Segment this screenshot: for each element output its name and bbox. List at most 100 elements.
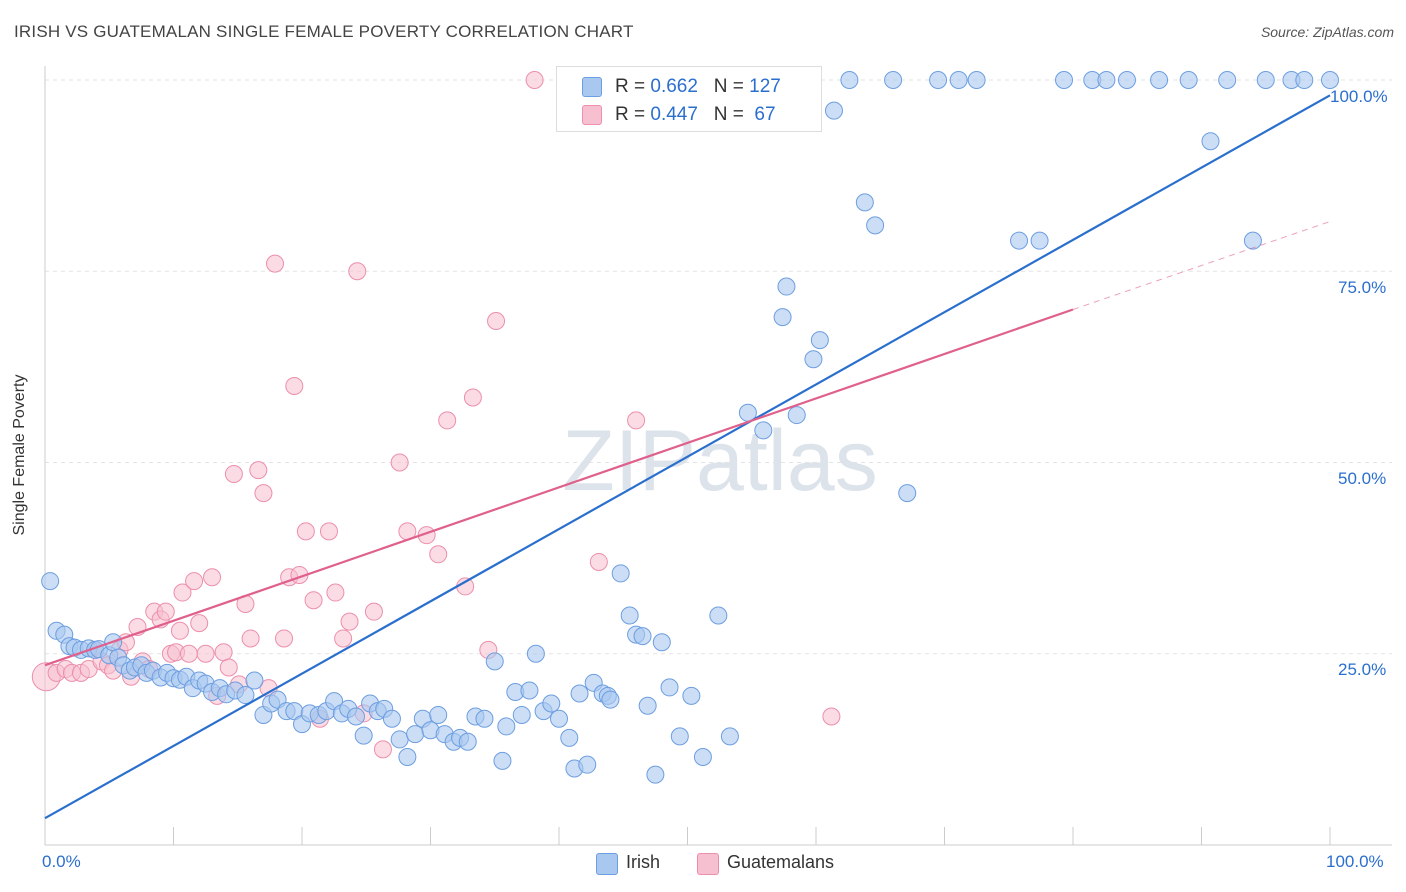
guatemalans-point: [627, 411, 646, 430]
irish-point: [1256, 71, 1275, 89]
irish-point: [1150, 71, 1169, 89]
guatemalans-points: [31, 71, 841, 759]
y-tick-50: 50.0%: [1338, 469, 1387, 488]
irish-point: [354, 726, 373, 745]
irish-point: [429, 705, 448, 724]
guatemalans-point: [438, 411, 457, 430]
guatemalans-point: [364, 602, 383, 621]
irish-legend-label: Irish: [626, 852, 661, 872]
guatemalans-point: [179, 644, 198, 663]
irish-point: [1117, 71, 1136, 89]
guatemalans-point: [249, 461, 268, 480]
guatemalans-point: [203, 568, 222, 587]
irish-points: [41, 71, 1339, 784]
irish-point: [652, 633, 671, 652]
irish-point: [1179, 71, 1198, 89]
irish-point: [406, 725, 425, 744]
grid-lines: [45, 79, 1392, 655]
guatemalans-point: [340, 612, 359, 631]
irish-point: [560, 728, 579, 747]
irish-point: [787, 406, 806, 425]
irish-point: [497, 717, 516, 736]
y-tick-25: 25.0%: [1338, 660, 1387, 679]
irish-point: [245, 671, 264, 690]
irish-n-label: N =: [713, 76, 750, 97]
irish-point: [1321, 71, 1339, 89]
guatemalans-point: [219, 658, 238, 677]
irish-legend-swatch: [596, 853, 618, 875]
guatemalans-point: [173, 583, 192, 602]
irish-point: [458, 732, 477, 751]
irish-point: [754, 421, 773, 440]
irish-point: [638, 696, 657, 715]
guatemalans-legend-label: Guatemalans: [727, 852, 835, 872]
guatemalans-point: [296, 522, 315, 541]
irish-point: [633, 627, 652, 646]
irish-point: [611, 564, 630, 583]
irish-point: [398, 748, 417, 767]
guatemalans-point: [525, 71, 544, 89]
guatemalans-swatch: [582, 105, 602, 125]
guatemalans-point: [214, 643, 233, 662]
guatemalans-point: [463, 388, 482, 407]
irish-point: [884, 71, 903, 89]
watermark: ZIPatlas: [562, 413, 877, 509]
guat-n-label: N =: [713, 104, 750, 125]
irish-point: [866, 216, 885, 235]
irish-r-label: R =: [615, 76, 651, 97]
guatemalans-trend-extension: [1072, 221, 1331, 310]
source-credit: Source: ZipAtlas.com: [1260, 24, 1394, 40]
irish-point: [493, 751, 512, 770]
irish-point: [660, 678, 679, 697]
guatemalans-legend-swatch: [697, 853, 719, 875]
irish-point: [475, 709, 494, 728]
guatemalans-point: [196, 644, 215, 663]
irish-point: [1243, 231, 1262, 250]
irish-point: [693, 748, 712, 767]
guatemalans-point: [266, 254, 285, 273]
guat-n-value: 67: [749, 104, 776, 125]
irish-point: [967, 71, 986, 89]
guatemalans-point: [822, 707, 841, 726]
guatemalans-point: [190, 614, 209, 633]
irish-point: [526, 644, 545, 663]
irish-n-value: 127: [749, 76, 781, 97]
irish-point: [41, 572, 60, 591]
irish-point: [646, 765, 665, 784]
guatemalans-point: [241, 629, 260, 648]
irish-point: [601, 690, 620, 709]
guatemalans-point: [487, 311, 506, 330]
correlation-legend: R = 0.662 N = 127 R = 0.447 N = 67: [556, 66, 822, 132]
irish-point: [1295, 71, 1314, 89]
irish-point: [898, 484, 917, 503]
irish-point: [542, 694, 561, 713]
guatemalans-point: [275, 629, 294, 648]
irish-r-value: 0.662: [650, 76, 698, 97]
y-tick-75: 75.0%: [1338, 278, 1387, 297]
irish-point: [236, 686, 255, 705]
irish-point: [570, 684, 589, 703]
guatemalans-point: [348, 262, 367, 281]
axes: [44, 66, 1392, 846]
irish-point: [682, 686, 701, 705]
irish-point: [550, 709, 568, 728]
irish-point: [804, 350, 823, 369]
guat-r-label: R =: [615, 104, 651, 125]
irish-swatch: [582, 77, 602, 97]
guatemalans-point: [285, 377, 304, 395]
irish-point: [578, 755, 597, 774]
x-tick-max: 100.0%: [1326, 852, 1384, 871]
guatemalans-point: [589, 552, 608, 571]
irish-point: [1218, 71, 1237, 89]
irish-point: [709, 606, 728, 625]
irish-trend-line: [44, 94, 1331, 820]
guatemalans-point: [304, 591, 323, 610]
y-tick-100: 100.0%: [1330, 87, 1388, 106]
irish-point: [346, 707, 365, 726]
guatemalans-point: [373, 740, 392, 759]
irish-point: [670, 727, 689, 746]
irish-point: [1097, 71, 1116, 89]
irish-point: [620, 606, 639, 625]
x-tick-min: 0.0%: [42, 852, 81, 871]
irish-point: [840, 71, 859, 89]
